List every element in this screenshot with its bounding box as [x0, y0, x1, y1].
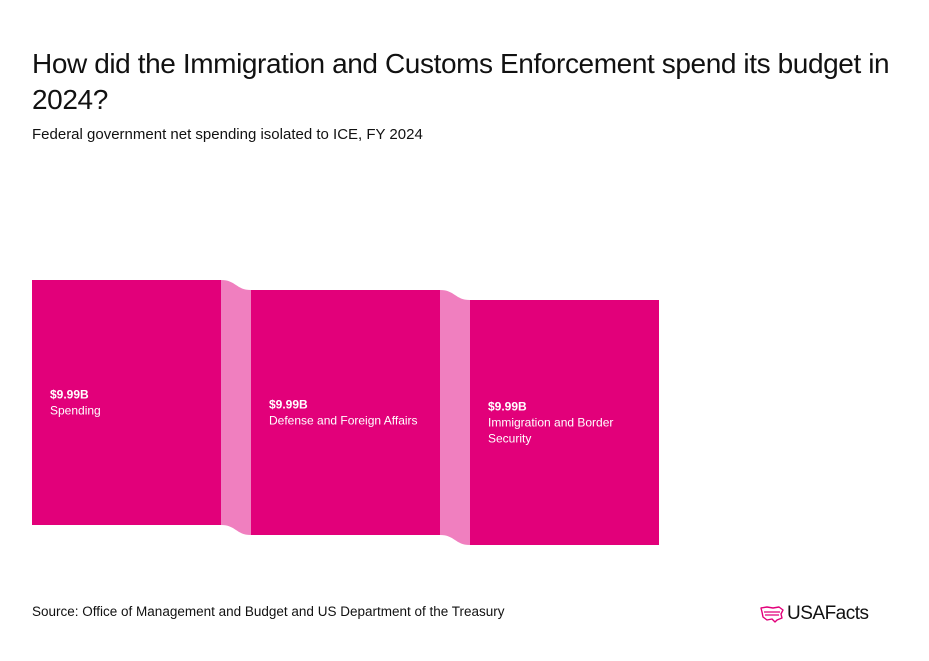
node-name-label: Defense and Foreign Affairs [269, 414, 418, 428]
node-name-label: Security [488, 432, 531, 446]
us-map-icon [760, 606, 784, 623]
sankey-node-label-3: $9.99B Immigration and Border Security [488, 400, 613, 446]
chart-title: How did the Immigration and Customs Enfo… [32, 48, 890, 115]
node-value-label: $9.99B [50, 388, 89, 402]
node-value-label: $9.99B [488, 400, 527, 414]
chart-subtitle: Federal government net spending isolated… [32, 126, 423, 143]
node-name-label: Spending [50, 404, 101, 418]
usafacts-logo[interactable]: USAFacts [760, 602, 869, 626]
sankey-node-2[interactable] [251, 290, 440, 535]
node-name-label: Immigration and Border [488, 416, 613, 430]
sankey-link-1 [221, 280, 251, 535]
sankey-node-label-2: $9.99B Defense and Foreign Affairs [269, 398, 418, 428]
node-value-label: $9.99B [269, 398, 308, 412]
source-note: Source: Office of Management and Budget … [32, 604, 505, 619]
sankey-node-1[interactable] [32, 280, 221, 525]
sankey-link-2 [440, 290, 470, 545]
sankey-node-3[interactable] [470, 300, 659, 545]
logo-text: USAFacts [787, 603, 869, 624]
sankey-node-label-1: $9.99B Spending [50, 388, 101, 418]
